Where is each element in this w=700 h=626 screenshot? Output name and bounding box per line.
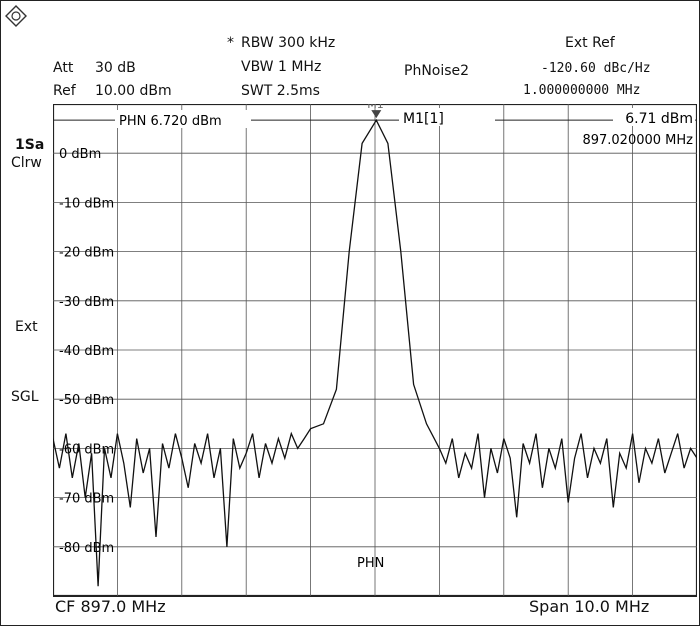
ref-level-value[interactable]: 10.00 dBm <box>95 83 172 99</box>
ext-ref-indicator: Ext Ref <box>565 35 615 51</box>
phase-noise-result: -120.60 dBc/Hz <box>541 61 651 76</box>
phn-level-label: PHN 6.720 dBm <box>119 114 222 129</box>
att-label: Att <box>53 60 74 76</box>
marker-level: 6.71 dBm <box>625 111 693 127</box>
ext-indicator: Ext <box>15 319 38 335</box>
y-tick-label: -50 dBm <box>59 393 114 408</box>
y-tick-label: -60 dBm <box>59 442 114 457</box>
trace-mode: 1Sa <box>15 137 45 153</box>
footer-divider <box>53 596 697 597</box>
marker-m1-triangle-icon[interactable] <box>371 110 382 119</box>
y-tick-label: -30 dBm <box>59 295 114 310</box>
y-tick-label: 0 dBm <box>59 147 101 162</box>
phn-label-backdrop <box>115 110 251 128</box>
y-tick-label: -10 dBm <box>59 196 114 211</box>
phn-bottom-label: PHN <box>357 556 384 571</box>
y-tick-label: -40 dBm <box>59 344 114 359</box>
center-frequency[interactable]: CF 897.0 MHz <box>55 597 166 616</box>
frequency-span[interactable]: Span 10.0 MHz <box>529 597 650 616</box>
spectrum-plot[interactable]: 0 dBm -10 dBm -20 dBm -30 dBm -40 dBm -50 dBm… <box>53 104 697 596</box>
trace-1 <box>53 118 697 587</box>
marker-label-backdrop <box>399 108 495 126</box>
rohde-schwarz-logo-icon <box>5 5 27 27</box>
swt-setting[interactable]: SWT 2.5ms <box>241 83 320 99</box>
y-tick-label: -20 dBm <box>59 246 114 261</box>
y-tick-label: -80 dBm <box>59 541 114 556</box>
vbw-setting[interactable]: VBW 1 MHz <box>241 59 322 75</box>
sgl-indicator: SGL <box>11 389 39 405</box>
rbw-setting[interactable]: RBW 300 kHz <box>241 35 336 51</box>
rbw-modified-marker: * <box>227 35 234 51</box>
marker-level-backdrop <box>613 108 695 126</box>
trace-detector: Clrw <box>11 155 42 171</box>
ref-label: Ref <box>53 83 76 99</box>
grid <box>53 104 697 596</box>
measurement-name: PhNoise2 <box>404 63 470 79</box>
y-axis-tick-labels: 0 dBm -10 dBm -20 dBm -30 dBm -40 dBm -50 dBm… <box>59 147 114 556</box>
y-tick-label: -70 dBm <box>59 492 114 507</box>
offset-frequency: 1.000000000 MHz <box>523 83 641 98</box>
marker-frequency: 897.020000 MHz <box>582 133 693 148</box>
att-value[interactable]: 30 dB <box>95 60 136 76</box>
marker-m1-tag: M1 <box>367 104 384 111</box>
marker-label: M1[1] <box>403 111 444 127</box>
